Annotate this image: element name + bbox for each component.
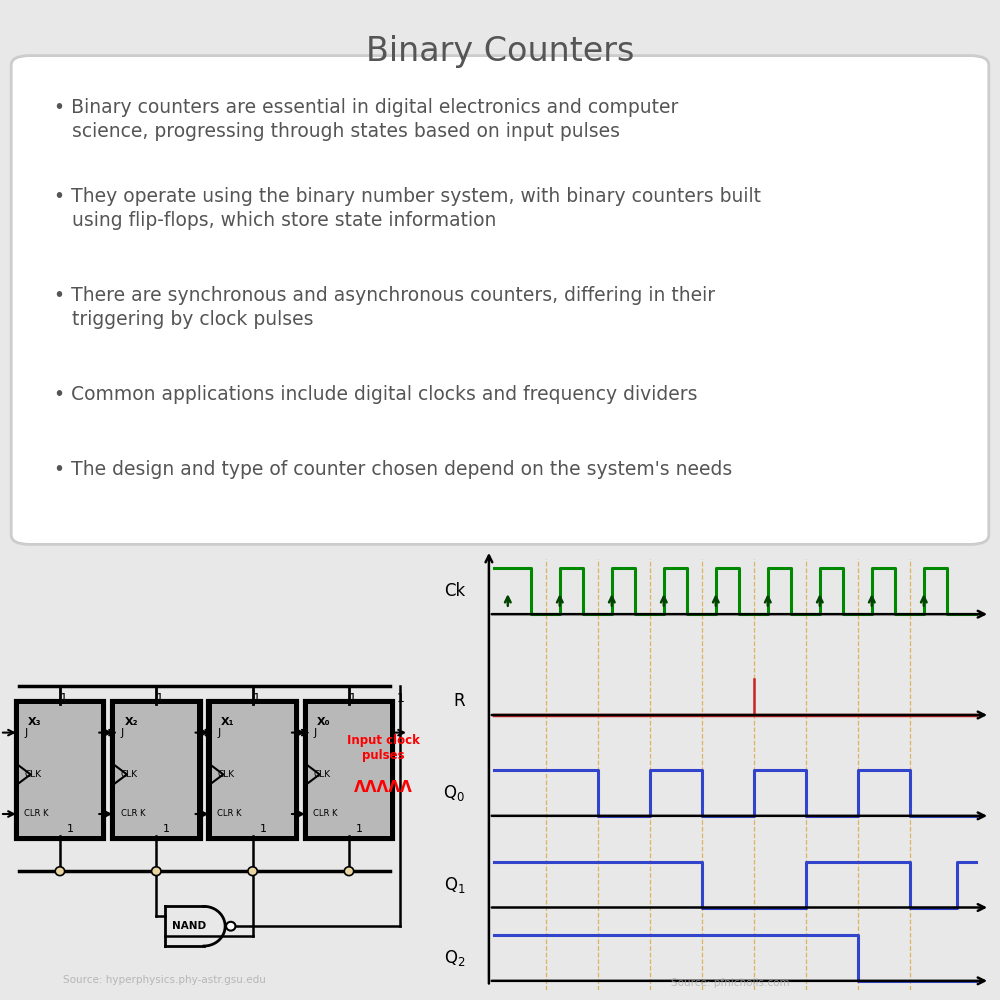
Text: CLK: CLK: [217, 770, 234, 779]
Text: X₃: X₃: [28, 717, 42, 727]
Text: NAND: NAND: [172, 921, 206, 931]
Text: • Common applications include digital clocks and frequency dividers: • Common applications include digital cl…: [54, 385, 697, 404]
Text: J: J: [121, 728, 124, 738]
Bar: [308, 704, 390, 836]
Text: CLR K: CLR K: [217, 810, 242, 818]
Text: R: R: [454, 692, 465, 710]
Text: • There are synchronous and asynchronous counters, differing in their
   trigger: • There are synchronous and asynchronous…: [54, 286, 715, 329]
Circle shape: [55, 867, 65, 876]
Circle shape: [226, 922, 235, 931]
Text: X₀: X₀: [317, 717, 331, 727]
Circle shape: [152, 867, 161, 876]
Text: CLK: CLK: [24, 770, 42, 779]
FancyBboxPatch shape: [11, 56, 989, 544]
Text: 1: 1: [252, 692, 260, 705]
Circle shape: [344, 867, 354, 876]
Text: 1: 1: [163, 824, 170, 834]
Text: Ck: Ck: [444, 582, 465, 600]
Text: Binary Counters: Binary Counters: [366, 35, 634, 68]
Text: 1: 1: [67, 824, 74, 834]
Text: Q$_0$: Q$_0$: [443, 783, 465, 803]
Text: Source: pfnicholls.com: Source: pfnicholls.com: [671, 978, 789, 988]
Text: Source: hyperphysics.phy-astr.gsu.edu: Source: hyperphysics.phy-astr.gsu.edu: [63, 975, 266, 985]
Text: • Binary counters are essential in digital electronics and computer
   science, : • Binary counters are essential in digit…: [54, 98, 678, 141]
Text: CLR K: CLR K: [24, 810, 49, 818]
Bar: [16, 701, 104, 839]
Text: Q$_1$: Q$_1$: [444, 875, 465, 895]
Text: CLR K: CLR K: [313, 810, 338, 818]
Text: CLK: CLK: [121, 770, 138, 779]
Circle shape: [248, 867, 257, 876]
Text: CLK: CLK: [313, 770, 331, 779]
Text: Input clock
pulses: Input clock pulses: [347, 734, 419, 762]
Bar: [115, 704, 197, 836]
Text: 1: 1: [356, 824, 363, 834]
Text: 1: 1: [156, 692, 164, 705]
Bar: [212, 704, 294, 836]
Text: ΛΛΛΛΛ: ΛΛΛΛΛ: [354, 780, 412, 795]
Bar: [208, 701, 297, 839]
Text: 1: 1: [397, 692, 405, 705]
Bar: [19, 704, 101, 836]
Text: CLR K: CLR K: [121, 810, 145, 818]
Text: J: J: [24, 728, 28, 738]
Bar: [305, 701, 393, 839]
Bar: [112, 701, 201, 839]
Text: J: J: [217, 728, 220, 738]
Text: • They operate using the binary number system, with binary counters built
   usi: • They operate using the binary number s…: [54, 187, 761, 230]
Text: 1: 1: [349, 692, 357, 705]
Text: 1: 1: [60, 692, 68, 705]
Text: X₁: X₁: [221, 717, 234, 727]
Text: X₂: X₂: [125, 717, 138, 727]
Text: • The design and type of counter chosen depend on the system's needs: • The design and type of counter chosen …: [54, 460, 732, 479]
Text: Q$_2$: Q$_2$: [444, 948, 465, 968]
Text: 1: 1: [260, 824, 267, 834]
Text: J: J: [313, 728, 317, 738]
